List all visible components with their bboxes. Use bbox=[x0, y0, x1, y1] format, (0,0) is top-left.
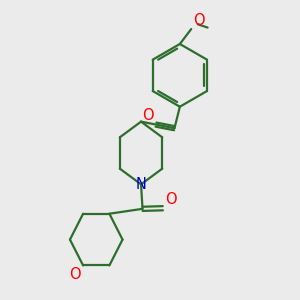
Text: O: O bbox=[69, 267, 81, 282]
Text: O: O bbox=[165, 192, 176, 207]
Text: N: N bbox=[136, 177, 146, 192]
Text: O: O bbox=[142, 108, 154, 123]
Text: O: O bbox=[193, 14, 204, 28]
